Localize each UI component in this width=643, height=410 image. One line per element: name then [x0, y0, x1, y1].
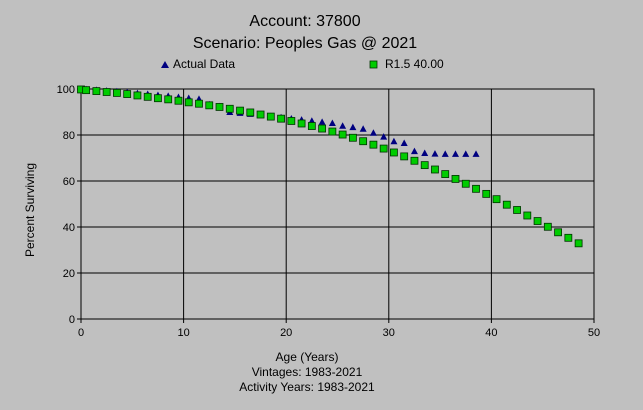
r15-40-curve-point	[431, 165, 439, 174]
y-tick-label: 20	[63, 268, 75, 280]
r15-40-curve-point	[574, 239, 583, 248]
actual-data-point	[359, 125, 367, 132]
actual-data-point	[380, 133, 388, 140]
r15-40-curve-point	[297, 119, 306, 128]
actual-data-point	[410, 147, 418, 155]
r15-40-curve-point	[215, 103, 224, 111]
r15-40-curve-point	[348, 133, 357, 142]
legend-label-r15-40: R1.5 40.00	[385, 57, 444, 71]
r15-40-curve-point	[133, 91, 142, 100]
r15-40-curve-point	[143, 92, 152, 101]
actual-data-point	[472, 150, 480, 157]
r15-40-curve-point	[113, 89, 121, 97]
r15-40-curve-point	[502, 200, 511, 209]
legend-marker-square	[369, 60, 378, 69]
x-tick-label: 10	[177, 327, 189, 339]
r15-40-curve-point	[277, 114, 285, 123]
x-tick-label: 20	[280, 327, 292, 339]
plot-area: 0 10 20 30 40 50 0 20 40 60 80 100	[57, 84, 600, 339]
r15-40-curve-point	[287, 117, 296, 125]
r15-40-curve-point	[338, 130, 347, 139]
r15-40-curve-point	[205, 101, 214, 110]
r15-40-curve-point	[328, 127, 337, 136]
r15-40-curve-point	[492, 195, 501, 204]
r15-40-curve-point	[307, 122, 316, 130]
activity-years-note: Activity Years: 1983-2021	[239, 380, 375, 394]
y-tick-label: 60	[63, 176, 75, 188]
actual-data-point	[390, 137, 398, 145]
actual-data-point	[328, 119, 336, 127]
x-tick-label: 50	[588, 327, 600, 339]
y-tick-label: 0	[69, 314, 75, 326]
r15-40-curve-point	[154, 94, 162, 103]
actual-data-point	[462, 150, 470, 157]
r15-40-curve-point	[359, 137, 368, 146]
legend-marker-triangle	[161, 61, 169, 68]
r15-40-curve-point	[369, 140, 378, 149]
r15-40-curve-point	[82, 86, 91, 95]
r15-40-curve-point	[318, 124, 327, 133]
r15-40-curve-point	[164, 95, 173, 104]
x-tick-label: 30	[383, 327, 395, 339]
y-axis-label: Percent Surviving	[23, 163, 37, 257]
r15-40-curve-point	[461, 179, 470, 188]
r15-40-curve-point	[543, 222, 552, 231]
legend: Actual Data R1.5 40.00	[161, 57, 444, 71]
legend-item-actual-data: Actual Data	[161, 57, 235, 71]
x-tick-label: 40	[485, 327, 497, 339]
legend-item-r15-40: R1.5 40.00	[369, 57, 444, 71]
actual-data-point	[421, 149, 429, 156]
r15-40-curve-point	[513, 206, 521, 214]
r15-40-curve-point	[472, 184, 480, 193]
vintages-note: Vintages: 1983-2021	[252, 365, 363, 379]
r15-40-curve-point	[174, 96, 183, 105]
y-tick-label: 40	[63, 222, 75, 234]
r15-40-curve-point	[410, 156, 419, 165]
actual-data-point	[369, 129, 377, 136]
r15-40-curve-point	[236, 106, 244, 115]
r15-40-curve-point	[102, 88, 111, 96]
x-axis-label: Age (Years)	[276, 350, 339, 364]
r15-40-curve-point	[564, 233, 573, 242]
r15-40-curve-point	[184, 98, 193, 107]
actual-data-point	[308, 117, 316, 124]
legend-label-actual-data: Actual Data	[173, 57, 235, 71]
y-tick-label: 100	[57, 84, 75, 96]
r15-40-curve-point	[400, 152, 409, 161]
r15-40-curve-point	[451, 175, 460, 183]
actual-data-point	[339, 122, 347, 129]
chart-subtitle: Scenario: Peoples Gas @ 2021	[193, 35, 417, 52]
y-tick-label: 80	[63, 130, 75, 142]
r15-40-curve-point	[482, 189, 491, 198]
r15-40-curve-point	[420, 161, 429, 170]
actual-data-point	[441, 150, 449, 157]
actual-data-point	[318, 118, 326, 125]
x-tick-label: 0	[78, 327, 84, 339]
r15-40-curve-point	[92, 87, 101, 95]
actual-data-point	[431, 150, 439, 157]
plot-frame	[80, 88, 595, 320]
r15-40-curve-point	[533, 217, 542, 225]
r15-40-curve-point	[379, 144, 388, 153]
r15-40-curve-point	[523, 211, 532, 220]
r15-40-curve-point	[246, 108, 255, 117]
chart-title: Account: 37800	[249, 13, 360, 30]
r15-40-curve-point	[441, 170, 450, 179]
actual-data-point	[400, 139, 408, 147]
r15-40-curve-point	[123, 90, 132, 98]
actual-data-point	[451, 150, 459, 157]
r15-40-curve-point	[554, 228, 562, 237]
r15-40-curve-point	[225, 104, 234, 113]
r15-40-curve-point	[256, 110, 265, 119]
r15-40-curve-point	[195, 99, 203, 108]
r15-40-curve-point	[266, 112, 275, 121]
actual-data-point	[349, 123, 357, 131]
r15-40-curve-point	[390, 148, 398, 157]
